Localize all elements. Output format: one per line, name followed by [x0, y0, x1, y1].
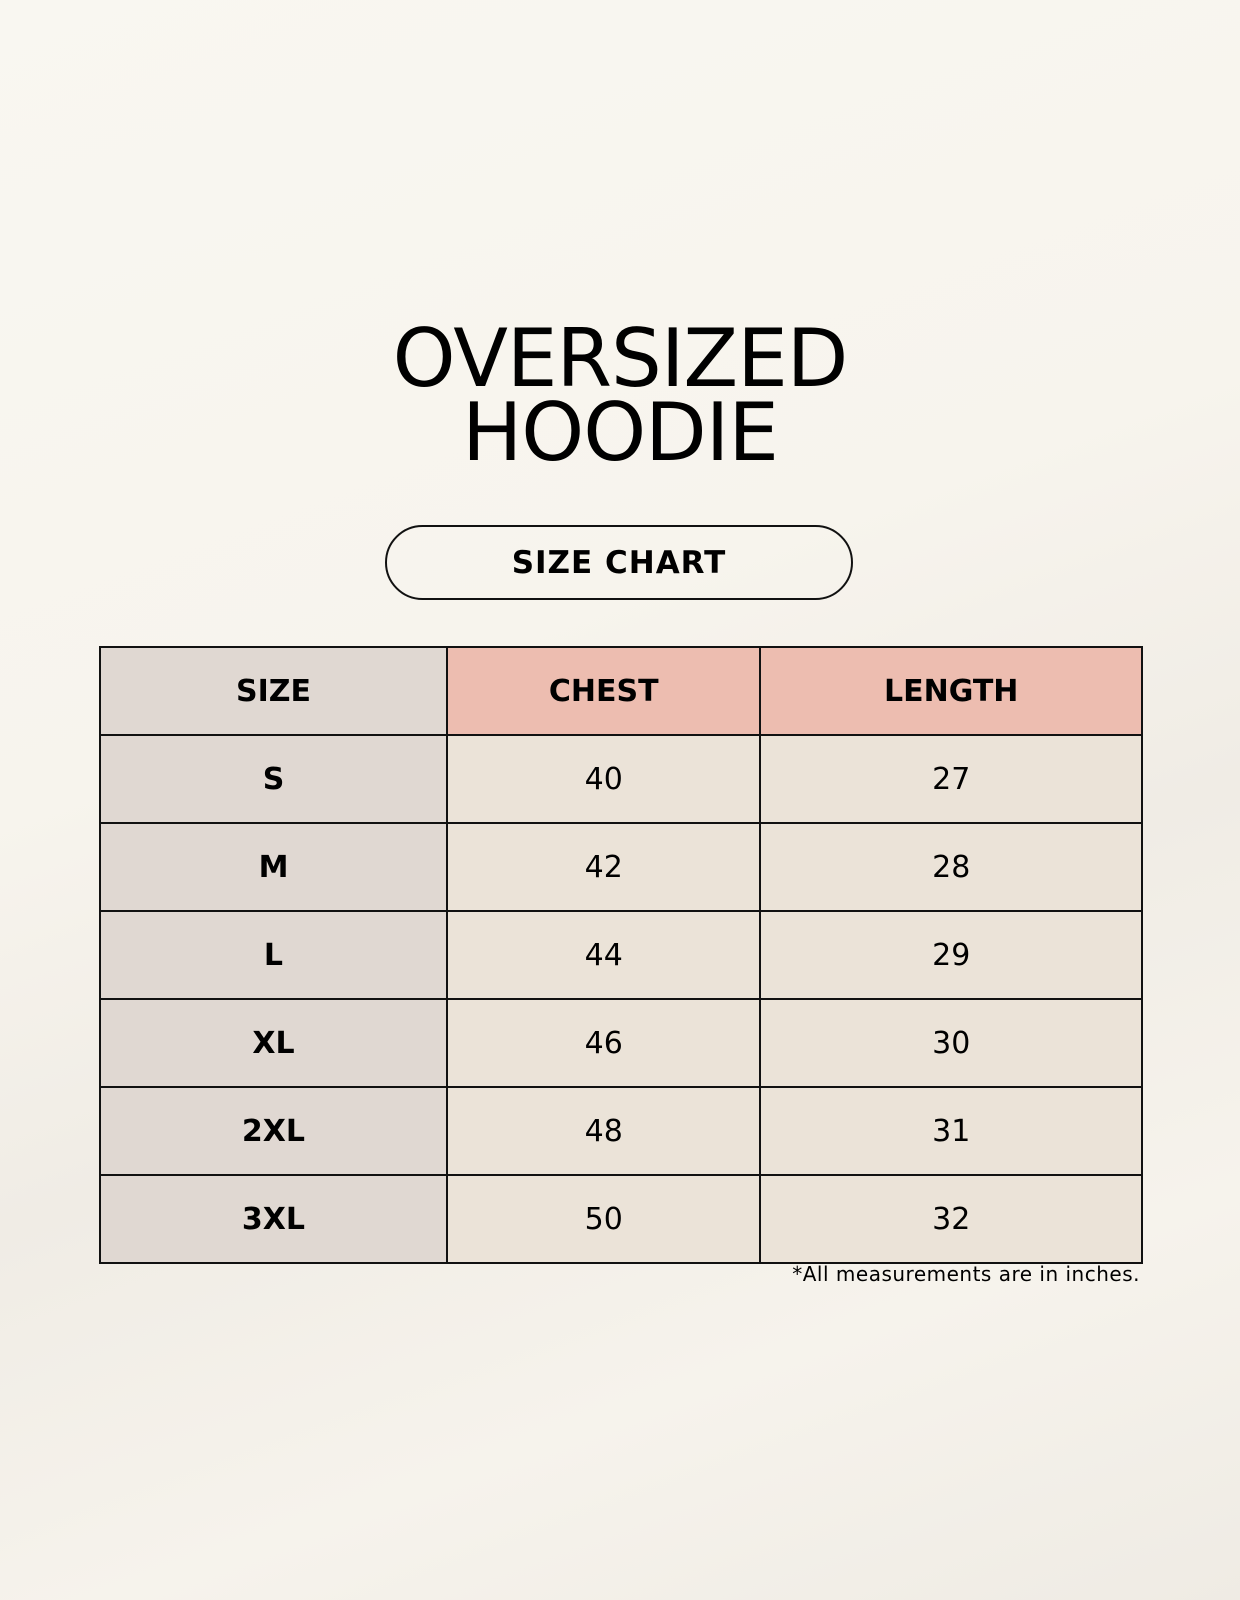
cell-chest: 44 [445, 910, 762, 1000]
cell-length: 27 [759, 734, 1143, 824]
size-table: SIZE CHEST LENGTH S 40 27 M 42 28 L 44 29 XL 46 30 2… [99, 646, 1143, 1264]
cell-size: S [99, 734, 448, 824]
page-title: OVERSIZED HOODIE [0, 312, 1240, 479]
table-row: 3XL 50 32 [99, 1174, 1143, 1264]
footnote: *All measurements are in inches. [792, 1262, 1140, 1286]
table-row: XL 46 30 [99, 998, 1143, 1088]
cell-chest: 46 [445, 998, 762, 1088]
cell-length: 31 [759, 1086, 1143, 1176]
table-header-row: SIZE CHEST LENGTH [99, 646, 1143, 736]
cell-size: 3XL [99, 1174, 448, 1264]
cell-chest: 42 [445, 822, 762, 912]
cell-chest: 50 [445, 1174, 762, 1264]
cell-size: XL [99, 998, 448, 1088]
table-row: M 42 28 [99, 822, 1143, 912]
cell-chest: 40 [445, 734, 762, 824]
cell-length: 32 [759, 1174, 1143, 1264]
header-chest: CHEST [445, 646, 762, 736]
table-row: 2XL 48 31 [99, 1086, 1143, 1176]
cell-length: 28 [759, 822, 1143, 912]
header-length: LENGTH [759, 646, 1143, 736]
cell-chest: 48 [445, 1086, 762, 1176]
cell-size: 2XL [99, 1086, 448, 1176]
size-chart-badge: SIZE CHART [385, 525, 853, 600]
cell-size: M [99, 822, 448, 912]
cell-size: L [99, 910, 448, 1000]
table-row: S 40 27 [99, 734, 1143, 824]
title-line-1: OVERSIZED [392, 312, 849, 405]
cell-length: 30 [759, 998, 1143, 1088]
cell-length: 29 [759, 910, 1143, 1000]
header-size: SIZE [99, 646, 448, 736]
title-line-2: HOODIE [462, 386, 779, 479]
table-row: L 44 29 [99, 910, 1143, 1000]
